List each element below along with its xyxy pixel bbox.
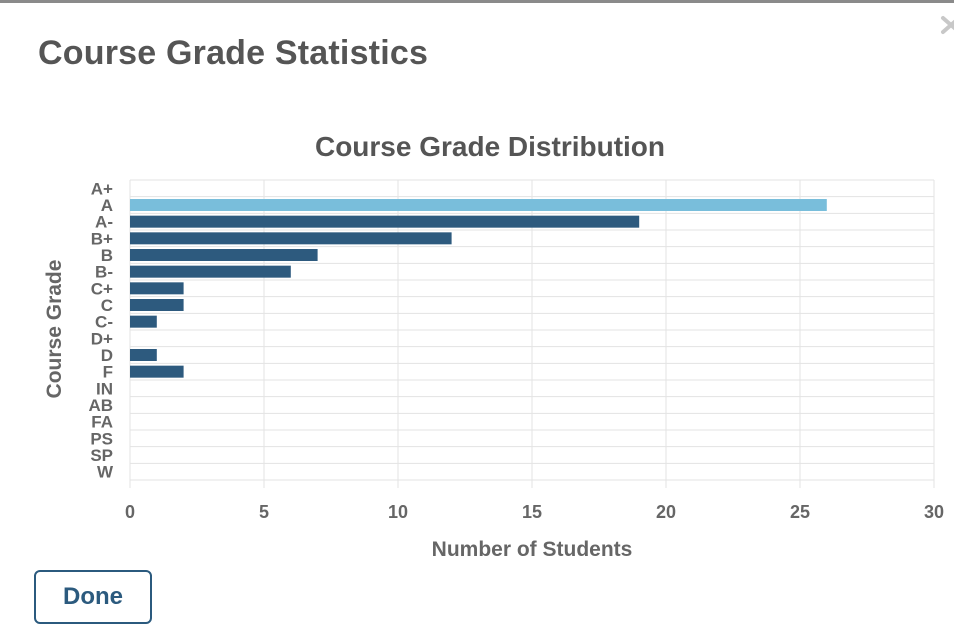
grade-distribution-chart: Course Grade Distribution Number of Stud… xyxy=(43,131,944,560)
y-tick-label: A+ xyxy=(91,179,113,198)
y-tick-label: C- xyxy=(95,313,113,332)
chart-title: Course Grade Distribution xyxy=(315,131,665,162)
chart-bars xyxy=(130,199,827,378)
y-tick-label: B+ xyxy=(91,229,113,248)
y-tick-label: D+ xyxy=(91,329,113,348)
x-tick-label: 20 xyxy=(656,502,676,522)
y-tick-label: AB xyxy=(88,396,113,415)
y-tick-label: D xyxy=(101,346,113,365)
y-tick-label: PS xyxy=(90,429,113,448)
y-tick-label: C xyxy=(101,296,113,315)
y-tick-label: F xyxy=(103,363,113,382)
y-tick-label: W xyxy=(97,463,114,482)
x-tick-label: 30 xyxy=(924,502,944,522)
bar-c-plus[interactable] xyxy=(130,282,184,295)
bar-b-plus[interactable] xyxy=(130,232,452,245)
bar-c-minus[interactable] xyxy=(130,315,157,328)
x-tick-label: 0 xyxy=(125,502,135,522)
bar-a-minus[interactable] xyxy=(130,215,640,228)
bar-a[interactable] xyxy=(130,199,827,211)
y-axis-label: Course Grade xyxy=(43,260,66,399)
bar-d[interactable] xyxy=(130,349,157,361)
x-tick-label: 15 xyxy=(522,502,542,522)
chart-grid xyxy=(129,179,935,488)
y-tick-label: IN xyxy=(96,379,113,398)
y-tick-label: B- xyxy=(95,263,113,282)
bar-b[interactable] xyxy=(130,249,318,261)
x-axis-label: Number of Students xyxy=(432,538,633,560)
modal-title: Course Grade Statistics xyxy=(38,34,429,72)
x-tick-label: 5 xyxy=(259,502,269,522)
y-tick-label: B xyxy=(101,246,113,265)
y-tick-label: C+ xyxy=(91,279,113,298)
y-tick-label: SP xyxy=(90,446,113,465)
bar-c[interactable] xyxy=(130,299,184,311)
bar-f[interactable] xyxy=(130,365,184,378)
close-icon[interactable] xyxy=(940,14,954,36)
bar-b-minus[interactable] xyxy=(130,265,291,278)
y-tick-label: FA xyxy=(91,413,113,432)
y-tick-label: A- xyxy=(95,213,113,232)
y-tick-label: A xyxy=(101,196,113,215)
x-tick-label: 10 xyxy=(388,502,408,522)
x-tick-label: 25 xyxy=(790,502,810,522)
x-tick-labels: 0 5 10 15 20 25 30 xyxy=(125,502,944,522)
done-button[interactable]: Done xyxy=(34,570,152,624)
top-border xyxy=(0,0,954,3)
